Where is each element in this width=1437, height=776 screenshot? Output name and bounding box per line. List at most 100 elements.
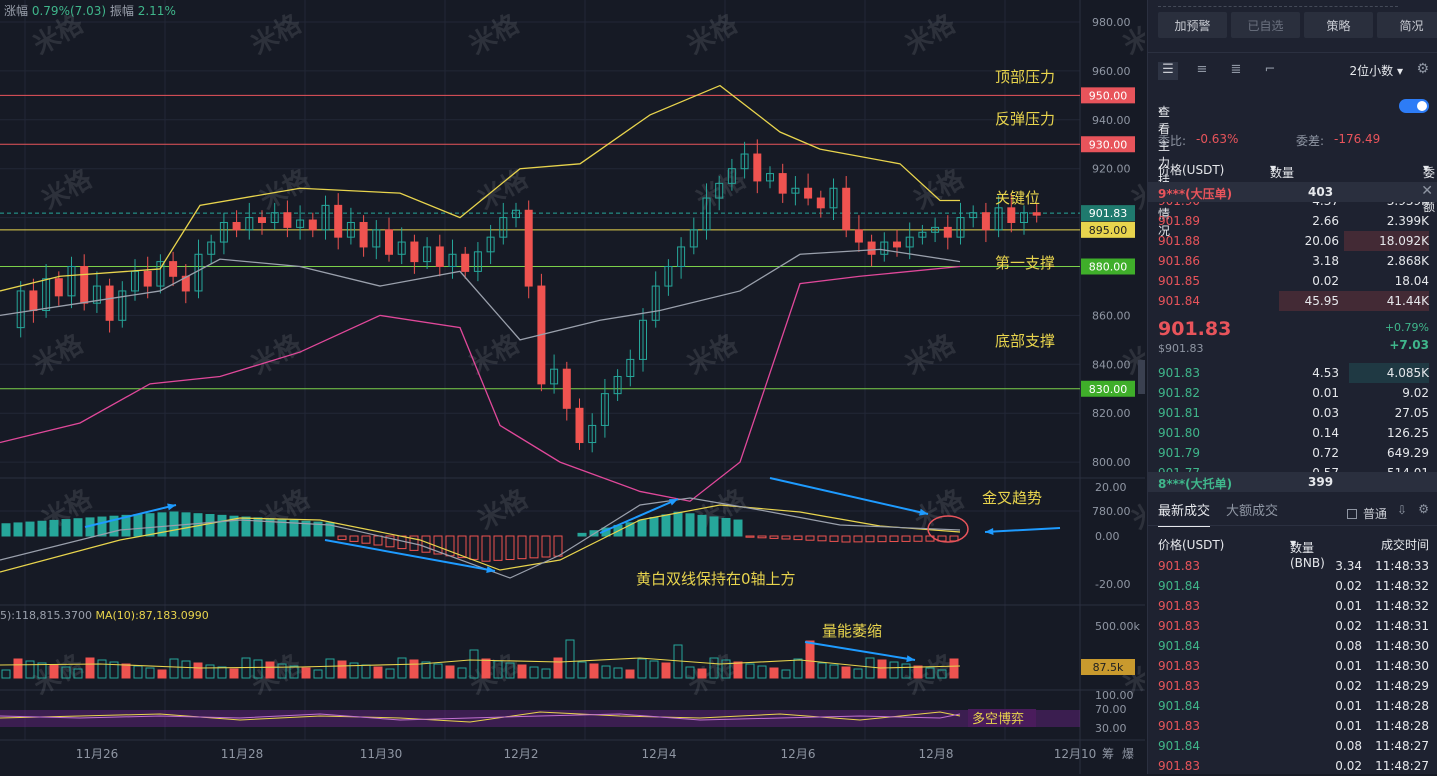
chart-area[interactable]: 米格 米格 米格 米格 米格 米格 米格 米格 米格 米格 米格 米格 米格 米格 米格 米格 米格 米格 米格 米格… [0,0,1145,774]
gear-icon[interactable]: ⚙ [1416,61,1429,77]
tab-latest-trades[interactable]: 最新成交 [1158,500,1211,527]
trend-arrow-head [669,499,678,506]
candle-body [372,229,381,248]
volume-bar [853,668,863,679]
annotation-bottom_support: 底部支撑 [995,332,1055,350]
normal-checkbox[interactable]: 普通 [1346,505,1387,522]
volume-bar [145,667,155,679]
candle-body [473,251,482,272]
bid-row[interactable]: 901.83 4.53 4.085K [1158,363,1429,383]
bid-row[interactable]: 901.80 0.14 126.25 [1158,423,1429,443]
level-tag [1081,136,1135,153]
watermark: 米格 [28,328,89,381]
checkbox-box[interactable] [1346,509,1357,519]
volume-bar [889,661,899,679]
filter-icon[interactable]: ⇩ [1396,503,1407,517]
trade-price: 901.83 [1158,679,1200,693]
volume-bar [445,665,455,679]
ask-row[interactable]: 901.89 2.66 2.399K [1158,211,1429,231]
book-bids-icon[interactable]: ≡ [1196,62,1208,77]
bid-row[interactable]: 901.81 0.03 27.05 [1158,403,1429,423]
candle-body [893,241,901,248]
cell-qty: 0.02 [1312,274,1339,288]
volume-bar [865,657,875,679]
candle-body [715,182,724,199]
macd-bar [121,514,131,537]
macd-bar [541,535,551,558]
ask-row[interactable]: 901.88 20.06 18.092K [1158,231,1429,251]
macd-bar [637,519,647,537]
book-both-icon[interactable]: ☰ [1158,62,1178,80]
watchlist-button[interactable]: 已自选 [1231,12,1300,38]
trend-arrow-head [167,503,176,511]
watermark: 米格 [255,163,316,216]
watermark: 米格 [473,483,534,536]
candle-body [524,209,533,287]
volume-bar [349,662,359,679]
volume-bar [565,639,575,679]
add-alert-button[interactable]: 加预警 [1158,12,1227,38]
trade-price: 901.84 [1158,639,1200,653]
watermark: 米格 [37,163,98,216]
bid-row[interactable]: 901.79 0.72 649.29 [1158,443,1429,463]
macd-bar [829,535,839,542]
ask-row[interactable]: 901.84 45.95 41.44K [1158,291,1429,311]
price-tick: 920.00 [1092,163,1131,176]
candle-body [562,368,571,409]
candle-body [816,197,825,209]
macd-bar [37,520,47,537]
divider [1158,6,1398,7]
book-asks-icon[interactable]: ≣ [1230,62,1242,77]
trade-row: 901.83 0.02 11:48:31 [1158,616,1429,636]
book-qty-header[interactable]: 数量 (BNB) ▾ [1270,161,1305,195]
divider [1148,525,1437,526]
volume-bar [157,669,167,679]
candle-body [397,241,406,255]
strategy-button[interactable]: 策略 [1304,12,1373,38]
ask-row[interactable]: 901.85 0.02 18.04 [1158,271,1429,291]
close-icon[interactable]: ✕ [1421,183,1433,199]
volume-ma10-label: MA(10): [95,609,139,622]
level-tag [1081,87,1135,104]
candle-body [677,246,686,268]
big-ask-row[interactable]: 9***(大压单) 403 ✕ [1148,182,1437,202]
last-price-usd: $901.83 [1158,342,1204,355]
macd-bar [901,535,911,542]
cell-qty: 0.01 [1312,386,1339,400]
trade-price: 901.84 [1158,699,1200,713]
candle-body [410,241,419,263]
big-bid-row[interactable]: 8***(大托单) 399 [1148,472,1437,492]
candle-body [867,241,876,255]
trade-settings-icon[interactable]: ⚙ [1418,502,1429,516]
tab-large-trades[interactable]: 大额成交 [1226,504,1279,519]
big-ask-label: 9***(大压单) [1158,187,1233,201]
bollinger-mid [0,248,961,341]
candle-body [550,368,559,385]
cell-qty: 2.66 [1312,214,1339,228]
watermark: 米格 [900,8,961,61]
main-orders-toggle[interactable] [1399,99,1429,113]
volume-bar [541,668,551,679]
time-tick: 12月10 [1054,747,1097,761]
overview-button[interactable]: 简况 [1377,12,1437,38]
cell-qty: 0.72 [1312,446,1339,460]
decimal-select[interactable]: 2位小数 ▾ [1350,62,1404,79]
trade-time: 11:48:33 [1375,559,1429,573]
trade-qty-header[interactable]: 数量 (BNB) ▾ [1290,536,1325,570]
trade-time: 11:48:31 [1375,619,1429,633]
bollinger-upper [0,84,960,292]
candle-body [1007,207,1016,223]
level-tag [1081,258,1135,275]
candle-body [435,246,444,268]
book-total-header[interactable]: 委托额 ▾ [1422,161,1435,214]
main-orders-row[interactable]: 查看主力挂单情况 › [1158,97,1429,238]
trade-time: 11:48:32 [1375,599,1429,613]
bid-row[interactable]: 901.82 0.01 9.02 [1158,383,1429,403]
volume-bar [121,663,131,679]
ask-row[interactable]: 901.86 3.18 2.868K [1158,251,1429,271]
candle-body [232,221,241,231]
book-compact-icon[interactable]: ⌐ [1264,62,1276,77]
annotation-key_level: 关键位 [995,189,1040,207]
macd-bar [301,520,311,537]
